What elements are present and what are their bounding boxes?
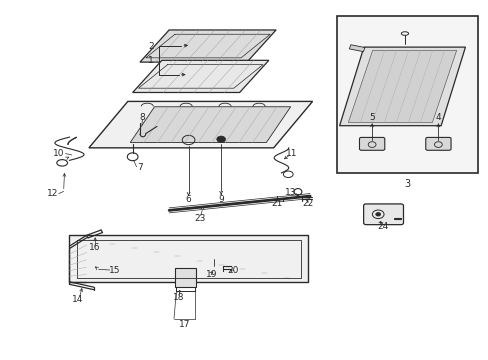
Polygon shape	[130, 107, 290, 143]
Text: 10: 10	[53, 149, 64, 158]
Bar	[336, 16, 477, 173]
Text: 23: 23	[194, 214, 205, 223]
Polygon shape	[339, 47, 465, 126]
Circle shape	[375, 212, 380, 216]
Text: 5: 5	[368, 113, 374, 122]
Text: 21: 21	[271, 199, 282, 208]
FancyBboxPatch shape	[425, 138, 450, 150]
Text: 4: 4	[435, 113, 440, 122]
Polygon shape	[132, 60, 268, 93]
Text: 11: 11	[285, 149, 297, 158]
Text: 6: 6	[185, 195, 191, 204]
Text: 14: 14	[72, 295, 83, 304]
Text: 2: 2	[148, 41, 154, 50]
Polygon shape	[89, 102, 312, 148]
Text: 9: 9	[218, 195, 224, 204]
Text: 3: 3	[404, 179, 409, 189]
Text: 12: 12	[47, 189, 58, 198]
Text: 24: 24	[376, 222, 387, 231]
Text: 7: 7	[137, 163, 142, 172]
Polygon shape	[69, 235, 307, 282]
Circle shape	[216, 136, 225, 143]
Text: 17: 17	[178, 320, 189, 329]
Text: 16: 16	[89, 243, 101, 252]
Text: 20: 20	[227, 266, 238, 275]
Text: 15: 15	[109, 266, 120, 275]
Polygon shape	[140, 30, 276, 62]
Bar	[175, 267, 196, 287]
Text: 13: 13	[285, 188, 296, 197]
Polygon shape	[347, 50, 456, 122]
FancyBboxPatch shape	[359, 138, 384, 150]
Text: 19: 19	[205, 270, 217, 279]
Text: 8: 8	[139, 113, 145, 122]
Text: 22: 22	[302, 199, 313, 208]
Text: 1: 1	[148, 56, 154, 65]
Bar	[348, 45, 364, 52]
FancyBboxPatch shape	[363, 204, 403, 225]
Text: 18: 18	[173, 293, 184, 302]
